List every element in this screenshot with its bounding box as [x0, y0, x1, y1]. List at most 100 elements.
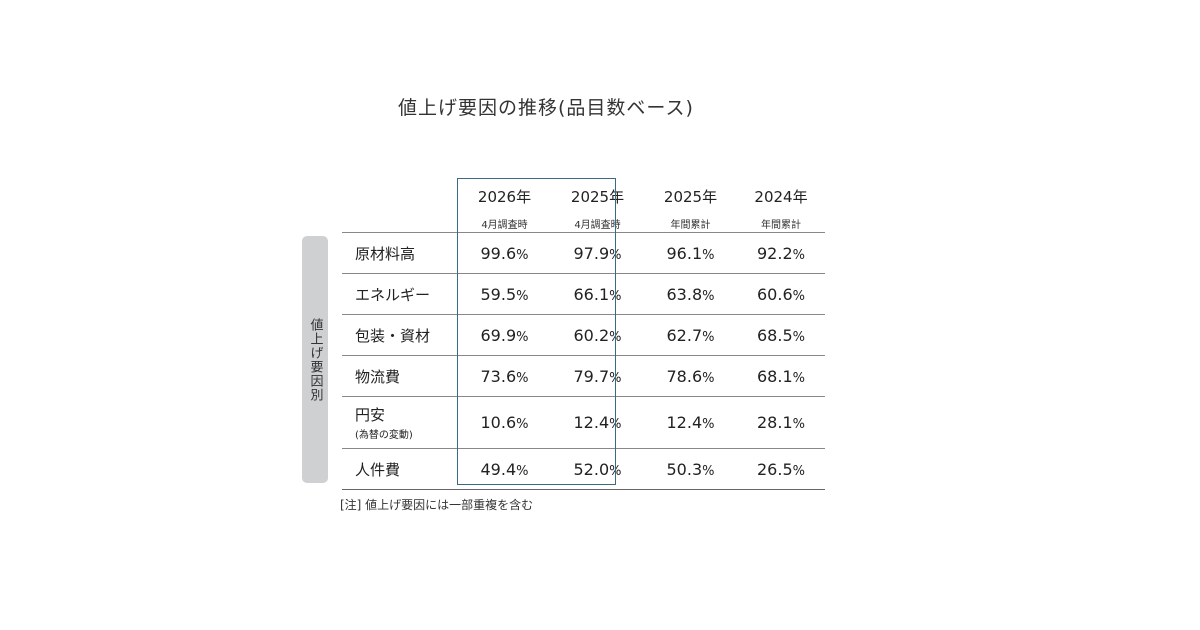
value-number: 99.6 — [480, 243, 517, 263]
value-number: 66.1 — [573, 284, 610, 304]
column-header-year: 2025年 — [663, 188, 718, 206]
value-cell: 49.4% — [458, 448, 551, 490]
unit-label: % — [516, 247, 529, 263]
value-number: 59.5 — [480, 284, 517, 304]
column-header-year: 2026年 — [477, 188, 532, 206]
value-number: 52.0 — [573, 459, 610, 479]
unit-label: % — [702, 417, 715, 432]
value-number: 28.1 — [757, 413, 793, 432]
value-cell: 63.8% — [644, 273, 737, 315]
unit-label: % — [516, 463, 529, 479]
value-number: 73.6 — [480, 366, 517, 386]
value-cell: 62.7% — [644, 314, 737, 356]
row-label-cell: 包装・資材 — [342, 314, 458, 356]
value-number: 63.8 — [666, 284, 703, 304]
row-group-label: 値上げ要因別 — [302, 236, 328, 483]
table-row: 円安 (為替の変動) 10.6% 12.4% 12.4% 28.1% — [342, 396, 825, 449]
column-header: 2025年 4月調査時 — [551, 178, 644, 233]
value-number: 26.5 — [757, 459, 793, 479]
value-number: 68.5 — [757, 325, 793, 345]
value-number: 12.4 — [666, 413, 703, 432]
unit-label: % — [702, 247, 715, 263]
row-label: 包装・資材 — [355, 326, 431, 345]
column-header-year: 2024年 — [754, 188, 808, 206]
value-number: 96.1 — [666, 243, 703, 263]
unit-label: % — [702, 370, 715, 386]
unit-label: % — [516, 288, 529, 304]
value-cell: 60.2% — [551, 314, 644, 356]
unit-label: % — [516, 370, 529, 386]
column-header-year: 2025年 — [570, 188, 625, 206]
value-cell: 52.0% — [551, 448, 644, 490]
value-cell: 68.1% — [737, 355, 825, 397]
value-cell: 79.7% — [551, 355, 644, 397]
unit-label: % — [702, 463, 715, 479]
row-label: 円安 — [355, 406, 386, 424]
row-label: 人件費 — [355, 460, 401, 479]
value-number: 69.9 — [480, 325, 517, 345]
footnote: [注] 値上げ要因には一部重複を含む — [340, 498, 534, 512]
column-header: 2024年 年間累計 — [737, 178, 825, 233]
column-header-sub: 年間累計 — [670, 220, 711, 231]
value-number: 49.4 — [480, 459, 517, 479]
unit-label: % — [792, 370, 805, 386]
row-label: 物流費 — [355, 367, 401, 386]
value-cell: 59.5% — [458, 273, 551, 315]
row-label-sub: (為替の変動) — [355, 430, 413, 441]
value-cell: 12.4% — [644, 396, 737, 449]
row-label-cell: 人件費 — [342, 448, 458, 490]
row-label: エネルギー — [355, 285, 431, 304]
table-row: 人件費 49.4% 52.0% 50.3% 26.5% — [342, 448, 825, 490]
value-cell: 73.6% — [458, 355, 551, 397]
column-header-sub: 4月調査時 — [481, 220, 528, 231]
value-number: 97.9 — [573, 243, 610, 263]
value-number: 68.1 — [757, 366, 793, 386]
unit-label: % — [792, 417, 805, 432]
unit-label: % — [609, 417, 622, 432]
table-body: 原材料高 99.6% 97.9% 96.1% 92.2% エネルギー 59.5% 66.1% 6… — [342, 232, 825, 490]
table-row: 原材料高 99.6% 97.9% 96.1% 92.2% — [342, 232, 825, 274]
row-label: 原材料高 — [355, 244, 416, 263]
unit-label: % — [609, 463, 622, 479]
header-row: 2026年 4月調査時 2025年 4月調査時 2025年 年間累計 2024年… — [342, 178, 825, 233]
value-number: 50.3 — [666, 459, 703, 479]
value-cell: 66.1% — [551, 273, 644, 315]
unit-label: % — [609, 370, 622, 386]
value-cell: 99.6% — [458, 232, 551, 274]
unit-label: % — [609, 288, 622, 304]
row-label-cell: 物流費 — [342, 355, 458, 397]
unit-label: % — [792, 329, 805, 345]
unit-label: % — [609, 247, 622, 263]
column-header-sub: 年間累計 — [761, 220, 801, 231]
value-cell: 92.2% — [737, 232, 825, 274]
value-cell: 68.5% — [737, 314, 825, 356]
unit-label: % — [702, 288, 715, 304]
value-cell: 26.5% — [737, 448, 825, 490]
row-label-cell: 円安 (為替の変動) — [342, 396, 458, 449]
value-number: 92.2 — [757, 243, 793, 263]
data-table: 2026年 4月調査時 2025年 4月調査時 2025年 年間累計 2024年… — [342, 178, 825, 490]
value-number: 79.7 — [573, 366, 610, 386]
value-number: 78.6 — [666, 366, 703, 386]
value-number: 60.6 — [757, 284, 793, 304]
value-cell: 60.6% — [737, 273, 825, 315]
table-row: 包装・資材 69.9% 60.2% 62.7% 68.5% — [342, 314, 825, 356]
value-cell: 50.3% — [644, 448, 737, 490]
unit-label: % — [792, 247, 805, 263]
unit-label: % — [792, 288, 805, 304]
corner-cell — [342, 178, 458, 233]
value-cell: 12.4% — [551, 396, 644, 449]
row-label-cell: 原材料高 — [342, 232, 458, 274]
row-label-cell: エネルギー — [342, 273, 458, 315]
value-cell: 97.9% — [551, 232, 644, 274]
value-cell: 10.6% — [458, 396, 551, 449]
column-header-sub: 4月調査時 — [574, 220, 621, 231]
unit-label: % — [609, 329, 622, 345]
value-cell: 78.6% — [644, 355, 737, 397]
unit-label: % — [792, 463, 805, 479]
unit-label: % — [516, 329, 529, 345]
value-cell: 96.1% — [644, 232, 737, 274]
unit-label: % — [516, 417, 529, 432]
value-number: 62.7 — [666, 325, 703, 345]
unit-label: % — [702, 329, 715, 345]
